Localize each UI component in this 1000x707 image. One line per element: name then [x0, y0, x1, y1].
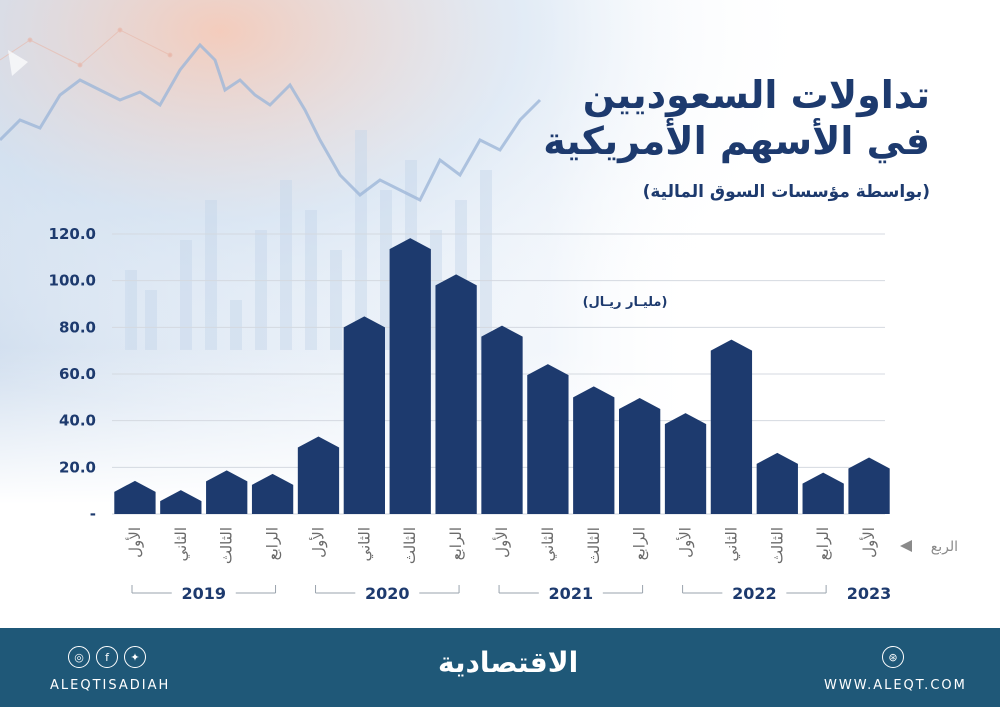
chart-title-line2: في الأسهم الأمريكية — [543, 119, 930, 163]
bar — [710, 339, 753, 514]
x-tick-label: الثالث — [768, 527, 786, 564]
year-label: 2023 — [847, 584, 892, 603]
x-axis-title-label: الربع — [931, 539, 958, 555]
year-label: 2020 — [365, 584, 410, 603]
bar — [802, 472, 844, 514]
bar — [389, 238, 431, 514]
x-tick-label: الأول — [676, 527, 695, 558]
x-tick-label: الأول — [125, 527, 144, 558]
x-tick-label: الثاني — [172, 527, 191, 562]
bar — [527, 364, 569, 514]
twitter-icon[interactable]: ✦ — [124, 646, 146, 668]
footer-handle[interactable]: ALEQTISADIAH — [50, 678, 171, 693]
bar — [756, 452, 798, 514]
bar — [848, 457, 890, 514]
x-tick-label: الثاني — [355, 527, 374, 562]
x-tick-label: الرابع — [814, 527, 832, 560]
x-tick-label: الثالث — [218, 527, 236, 564]
bar — [573, 386, 615, 514]
bar — [435, 274, 477, 514]
year-groups: 2019 2020 2021 2022 2023 — [131, 584, 892, 603]
year-label: 2022 — [732, 584, 777, 603]
y-tick-label: - — [90, 505, 96, 523]
x-tick-label: الثالث — [585, 527, 603, 564]
title-block: تداولات السعوديين في الأسهم الأمريكية (ب… — [543, 72, 930, 202]
arrow-left-icon — [900, 540, 912, 552]
unit-label: (مليـار ريـال) — [583, 295, 668, 310]
social-icons: ◎ f ✦ — [68, 646, 146, 668]
year-label: 2019 — [181, 584, 226, 603]
y-tick-label: 40.0 — [59, 412, 96, 430]
y-tick-label: 60.0 — [59, 365, 96, 383]
decorative-background — [0, 0, 1000, 630]
brand-logo: الاقتصادية — [438, 646, 579, 679]
footer-website[interactable]: WWW.ALEQT.COM — [824, 678, 967, 693]
x-tick-label: الثالث — [401, 527, 419, 564]
bars — [114, 238, 890, 514]
chart-subtitle: (بواسطة مؤسسات السوق المالية) — [642, 182, 930, 202]
x-tick-label: الرابع — [631, 527, 649, 560]
y-tick-label: 20.0 — [59, 458, 96, 476]
y-tick-label: 100.0 — [49, 272, 96, 290]
bar — [343, 316, 385, 514]
y-tick-label: 120.0 — [49, 225, 96, 243]
x-tick-label: الثاني — [722, 527, 741, 562]
bar — [160, 490, 202, 514]
y-tick-label: 80.0 — [59, 318, 96, 336]
year-label: 2021 — [549, 584, 594, 603]
facebook-icon[interactable]: f — [96, 646, 118, 668]
bar — [619, 398, 661, 514]
bar — [297, 436, 340, 514]
footer: ◎ f ✦ ALEQTISADIAH الاقتصادية ⊛ WWW.ALEQ… — [0, 628, 1000, 707]
x-tick-label: الرابع — [264, 527, 282, 560]
instagram-icon[interactable]: ◎ — [68, 646, 90, 668]
x-axis-title: الربع — [900, 539, 958, 555]
bar — [114, 480, 156, 514]
x-tick-label: الأول — [492, 527, 511, 558]
bar — [664, 413, 707, 514]
bar — [251, 473, 294, 514]
bar — [481, 325, 523, 514]
y-axis-ticks: - 20.0 40.0 60.0 80.0 100.0 120.0 — [49, 225, 96, 523]
x-tick-label: الأول — [859, 527, 878, 558]
bar — [206, 470, 248, 514]
dribbble-icon[interactable]: ⊛ — [882, 646, 904, 668]
x-tick-label: الرابع — [447, 527, 465, 560]
x-tick-label: الأول — [308, 527, 327, 558]
chart-title-line1: تداولات السعوديين — [582, 73, 930, 117]
x-axis-labels: الأول الثاني الثالث الرابع الأول الثاني الثالث… — [125, 527, 878, 564]
x-tick-label: الثاني — [539, 527, 558, 562]
